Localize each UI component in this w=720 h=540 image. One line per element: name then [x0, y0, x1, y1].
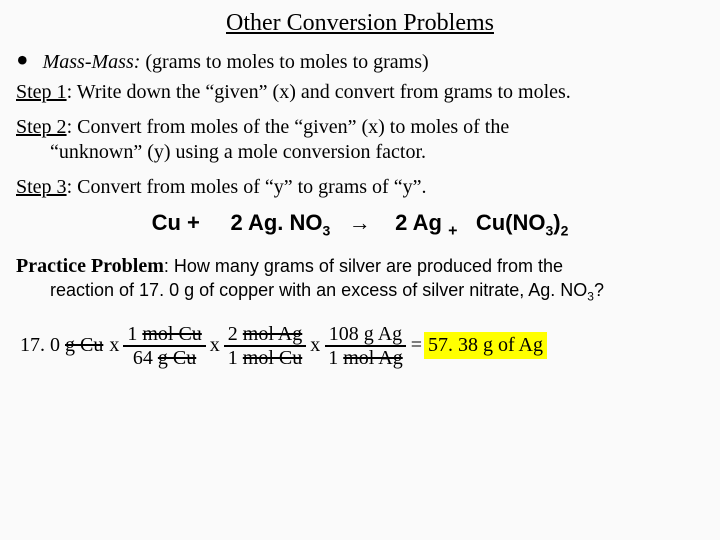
eqn-reactant-1: Cu +: [152, 210, 200, 235]
calc-start-unit: g Cu: [65, 334, 103, 356]
bullet-rest: (grams to moles to moles to grams): [140, 51, 428, 73]
eqn-product-1: 2 Ag: [395, 210, 442, 235]
practice-cont: reaction of 17. 0 g of copper with an ex…: [16, 279, 704, 305]
arrow-icon: →: [349, 210, 371, 235]
slide-title: Other Conversion Problems: [16, 10, 704, 37]
step-3: Step 3: Convert from moles of “y” to gra…: [16, 175, 704, 200]
calc-start: 17. 0 g Cu: [20, 334, 103, 357]
calc-f1-den-a: 64: [133, 347, 158, 369]
practice-lead: : How many grams of silver are produced …: [164, 256, 563, 276]
practice-cont-a: reaction of 17. 0 g of copper with an ex…: [50, 280, 587, 300]
chemical-equation: Cu + 2 Ag. NO3 → 2 Ag + Cu(NO3)2: [16, 210, 704, 240]
practice-head: Practice Problem: [16, 255, 164, 277]
calc-f3-den-unit: mol Ag: [343, 347, 402, 369]
calc-f1-num: 1 mol Cu: [123, 323, 205, 347]
calc-f2-den: 1 mol Cu: [224, 347, 306, 369]
calc-frac-2: 2 mol Ag 1 mol Cu: [224, 323, 306, 369]
calc-start-val: 17. 0: [20, 334, 65, 356]
step-3-lead: Step 3: [16, 176, 67, 198]
eqn-reactant-2: 2 Ag. NO: [230, 210, 322, 235]
calc-f1-num-a: 1: [127, 323, 142, 345]
calc-answer: 57. 38 g of Ag: [424, 332, 547, 359]
eqn-p2-sub2: 2: [561, 222, 569, 238]
eqn-p2-close: ): [553, 210, 560, 235]
eqn-plus: +: [448, 222, 457, 239]
calc-frac-1: 1 mol Cu 64 g Cu: [123, 323, 205, 369]
practice-cont-b: ?: [594, 280, 604, 300]
step-2-lead: Step 2: [16, 116, 67, 138]
practice-sub: 3: [587, 290, 594, 304]
eqn-r2-sub: 3: [323, 222, 331, 238]
step-2-text-b: “unknown” (y) using a mole conversion fa…: [16, 140, 704, 165]
calc-x3: x: [310, 334, 320, 357]
step-2-text-a: : Convert from moles of the “given” (x) …: [67, 116, 510, 138]
bullet-dot-icon: •: [16, 53, 29, 67]
calc-f1-den: 64 g Cu: [129, 347, 200, 369]
bullet-text: Mass-Mass: (grams to moles to moles to g…: [43, 51, 429, 74]
step-1-text: : Write down the “given” (x) and convert…: [67, 81, 571, 103]
bullet-italic: Mass-Mass:: [43, 51, 141, 73]
eqn-product-2a: Cu(NO: [476, 210, 546, 235]
calc-f2-den-a: 1: [228, 347, 243, 369]
calc-x1: x: [109, 334, 119, 357]
step-3-text: : Convert from moles of “y” to grams of …: [67, 176, 427, 198]
calc-equals: =: [411, 334, 422, 357]
calc-f2-num: 2 mol Ag: [224, 323, 306, 347]
step-1-lead: Step 1: [16, 81, 67, 103]
calc-f2-den-unit: mol Cu: [243, 347, 302, 369]
calc-f2-num-a: 2: [228, 323, 243, 345]
calc-f3-den-a: 1: [328, 347, 343, 369]
calc-f1-den-unit: g Cu: [158, 347, 196, 369]
calc-frac-3: 108 g Ag 1 mol Ag: [324, 323, 406, 369]
calc-x2: x: [210, 334, 220, 357]
step-1: Step 1: Write down the “given” (x) and c…: [16, 80, 704, 105]
practice-problem: Practice Problem: How many grams of silv…: [16, 254, 704, 305]
calc-f2-num-unit: mol Ag: [243, 323, 302, 345]
step-2: Step 2: Convert from moles of the “given…: [16, 115, 704, 165]
calc-f1-num-unit: mol Cu: [142, 323, 201, 345]
calculation-row: 17. 0 g Cu x 1 mol Cu 64 g Cu x 2 mol Ag…: [16, 323, 704, 369]
calc-f3-num: 108 g Ag: [325, 323, 406, 347]
calc-f3-den: 1 mol Ag: [324, 347, 406, 369]
bullet-line: • Mass-Mass: (grams to moles to moles to…: [16, 49, 704, 74]
